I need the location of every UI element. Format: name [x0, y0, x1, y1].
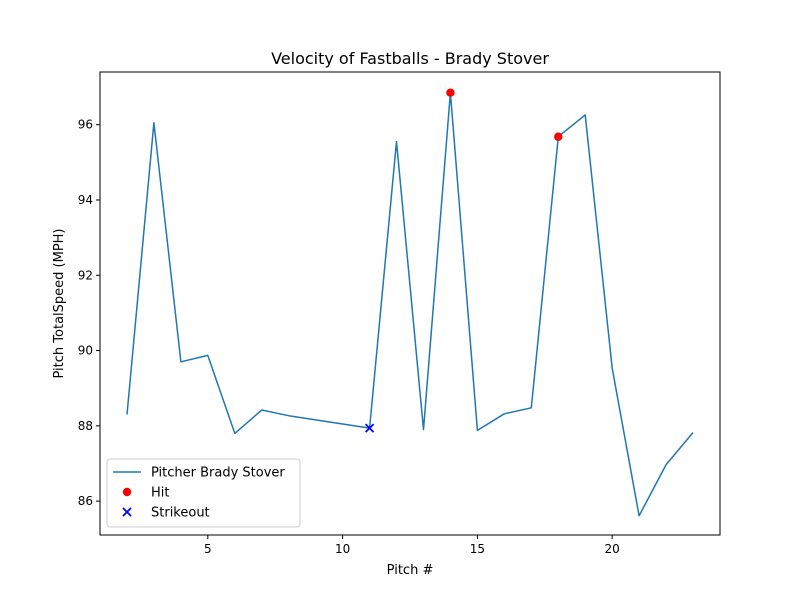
x-axis-label: Pitch #: [387, 563, 434, 578]
strikeout-stroke: [364, 423, 375, 433]
series-line-pitcher: [126, 91, 694, 517]
legend-label: Pitcher Brady Stover: [151, 466, 285, 481]
series-layer: [126, 88, 694, 517]
y-tick-label: 86: [78, 494, 93, 508]
y-tick-label: 88: [78, 419, 93, 433]
x-tick-label: 10: [335, 542, 350, 556]
x-tick-label: 15: [470, 542, 485, 556]
x-tick-label: 5: [204, 542, 212, 556]
x-tick-label: 20: [605, 542, 620, 556]
y-tick-label: 96: [78, 118, 93, 132]
y-axis-label: Pitch TotalSpeed (MPH): [52, 228, 67, 378]
y-tick-label: 90: [78, 344, 93, 358]
strikeout-point: [364, 423, 375, 433]
legend-label: Hit: [151, 486, 169, 501]
y-axis-ticks: 86 88 90 92 94 96: [78, 118, 100, 508]
legend: Pitcher Brady Stover Hit Strikeout: [106, 458, 301, 528]
plot-area: [99, 71, 721, 536]
y-tick-label: 94: [78, 193, 93, 207]
legend-swatch-hit: [122, 487, 132, 497]
hit-point: [554, 132, 563, 141]
y-tick-label: 92: [78, 268, 93, 282]
x-axis-ticks: 5 10 15 20: [204, 535, 620, 556]
hit-point: [446, 88, 455, 97]
legend-label: Strikeout: [151, 506, 210, 521]
legend-box: [106, 458, 301, 528]
legend-swatch-strikeout: [122, 507, 132, 517]
chart-title: Velocity of Fastballs - Brady Stover: [271, 49, 549, 68]
